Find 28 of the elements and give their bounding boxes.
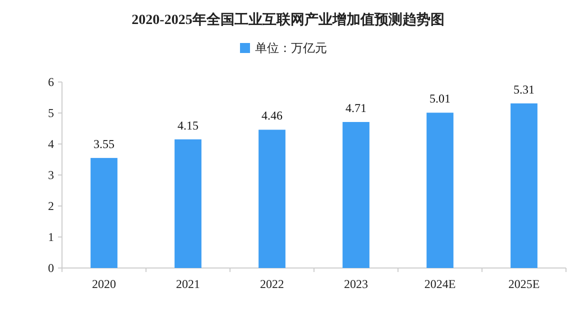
bar <box>510 103 538 268</box>
y-tick-label: 3 <box>48 168 54 182</box>
data-label: 4.71 <box>346 100 366 115</box>
y-tick-label: 6 <box>48 75 54 89</box>
data-label: 5.01 <box>430 92 450 106</box>
chart-title: 2020-2025年全国工业互联网产业增加值预测趋势图 <box>132 11 444 28</box>
x-tick-label: 2025E <box>508 277 540 291</box>
x-tick-label: 2024E <box>424 277 456 291</box>
data-label: 3.55 <box>94 136 114 151</box>
y-tick-label: 2 <box>48 199 54 213</box>
data-label: 4.15 <box>178 118 198 132</box>
data-label: 5.31 <box>514 82 534 96</box>
bar <box>90 158 118 268</box>
bar <box>258 130 286 268</box>
y-tick-label: 4 <box>48 137 54 151</box>
x-tick-label: 2023 <box>344 277 368 291</box>
y-tick-label: 5 <box>48 106 54 120</box>
bar <box>342 122 370 268</box>
y-tick-label: 0 <box>48 261 54 275</box>
x-tick-label: 2022 <box>260 277 284 291</box>
y-tick-label: 1 <box>48 230 54 244</box>
legend-label: 单位：万亿元 <box>255 41 327 55</box>
bar <box>174 139 202 268</box>
legend: 单位：万亿元 <box>240 41 327 55</box>
x-tick-label: 2021 <box>176 277 200 291</box>
data-label: 4.46 <box>262 108 282 123</box>
x-tick-label: 2020 <box>92 277 116 291</box>
bar <box>426 112 454 268</box>
